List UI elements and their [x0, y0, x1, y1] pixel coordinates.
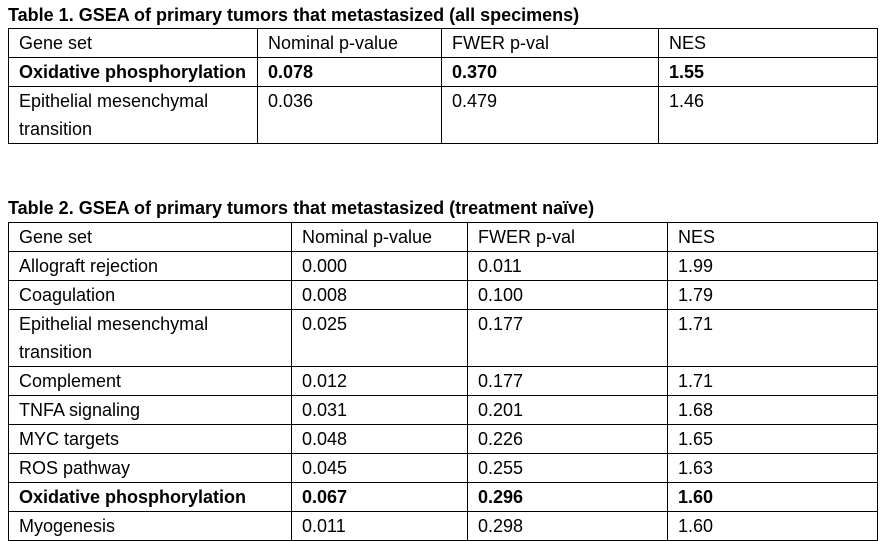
table-1-caption: Table 1. GSEA of primary tumors that met…	[8, 5, 580, 25]
table-header-row: Gene set Nominal p-value FWER p-val NES	[8, 222, 878, 252]
header-cell: NES	[667, 222, 878, 252]
table-row: MYC targets 0.048 0.226 1.65	[8, 424, 878, 454]
value-cell: 0.226	[467, 424, 668, 454]
header-cell: NES	[658, 28, 878, 58]
value-cell: 1.71	[667, 366, 878, 396]
value-cell: 0.025	[291, 309, 468, 367]
table-row: Myogenesis 0.011 0.298 1.60	[8, 511, 878, 541]
value-cell: 0.479	[441, 86, 659, 144]
gene-set-cell: Complement	[8, 366, 292, 396]
value-cell: 0.012	[291, 366, 468, 396]
table-row: TNFA signaling 0.031 0.201 1.68	[8, 395, 878, 425]
table-row: Epithelial mesenchymal transition 0.036 …	[8, 86, 878, 144]
value-cell: 1.99	[667, 251, 878, 281]
header-cell: Gene set	[8, 222, 292, 252]
value-cell: 0.370	[441, 57, 659, 87]
value-cell: 1.79	[667, 280, 878, 310]
value-cell: 0.045	[291, 453, 468, 483]
table-row: Oxidative phosphorylation 0.078 0.370 1.…	[8, 57, 878, 87]
value-cell: 1.65	[667, 424, 878, 454]
value-cell: 1.46	[658, 86, 878, 144]
table-1: Gene set Nominal p-value FWER p-val NES …	[8, 28, 878, 144]
gene-set-cell: Oxidative phosphorylation	[8, 482, 292, 512]
value-cell: 1.71	[667, 309, 878, 367]
table-header-row: Gene set Nominal p-value FWER p-val NES	[8, 28, 878, 58]
value-cell: 0.048	[291, 424, 468, 454]
table-2-caption: Table 2. GSEA of primary tumors that met…	[8, 198, 595, 218]
header-cell: Gene set	[8, 28, 258, 58]
header-cell: Nominal p-value	[257, 28, 442, 58]
table-row: Allograft rejection 0.000 0.011 1.99	[8, 251, 878, 281]
value-cell: 0.296	[467, 482, 668, 512]
table-row: Epithelial mesenchymal transition 0.025 …	[8, 309, 878, 367]
value-cell: 0.255	[467, 453, 668, 483]
value-cell: 1.55	[658, 57, 878, 87]
value-cell: 1.68	[667, 395, 878, 425]
table-2: Gene set Nominal p-value FWER p-val NES …	[8, 222, 878, 541]
gene-set-cell: Allograft rejection	[8, 251, 292, 281]
gene-set-cell: MYC targets	[8, 424, 292, 454]
gene-set-cell: Epithelial mesenchymal transition	[8, 309, 292, 367]
header-cell: FWER p-val	[467, 222, 668, 252]
table-row: Coagulation 0.008 0.100 1.79	[8, 280, 878, 310]
value-cell: 0.078	[257, 57, 442, 87]
value-cell: 0.000	[291, 251, 468, 281]
gene-set-cell: Myogenesis	[8, 511, 292, 541]
gene-set-cell: Epithelial mesenchymal transition	[8, 86, 258, 144]
value-cell: 0.036	[257, 86, 442, 144]
header-cell: Nominal p-value	[291, 222, 468, 252]
gene-set-cell: TNFA signaling	[8, 395, 292, 425]
gene-set-cell: ROS pathway	[8, 453, 292, 483]
gene-set-cell: Oxidative phosphorylation	[8, 57, 258, 87]
gene-set-cell: Coagulation	[8, 280, 292, 310]
value-cell: 0.298	[467, 511, 668, 541]
value-cell: 0.201	[467, 395, 668, 425]
value-cell: 0.067	[291, 482, 468, 512]
value-cell: 0.177	[467, 366, 668, 396]
value-cell: 0.008	[291, 280, 468, 310]
header-cell: FWER p-val	[441, 28, 659, 58]
table-row: ROS pathway 0.045 0.255 1.63	[8, 453, 878, 483]
value-cell: 0.031	[291, 395, 468, 425]
value-cell: 0.100	[467, 280, 668, 310]
table-row: Oxidative phosphorylation 0.067 0.296 1.…	[8, 482, 878, 512]
value-cell: 1.63	[667, 453, 878, 483]
value-cell: 0.177	[467, 309, 668, 367]
value-cell: 0.011	[467, 251, 668, 281]
value-cell: 1.60	[667, 482, 878, 512]
value-cell: 1.60	[667, 511, 878, 541]
value-cell: 0.011	[291, 511, 468, 541]
table-row: Complement 0.012 0.177 1.71	[8, 366, 878, 396]
